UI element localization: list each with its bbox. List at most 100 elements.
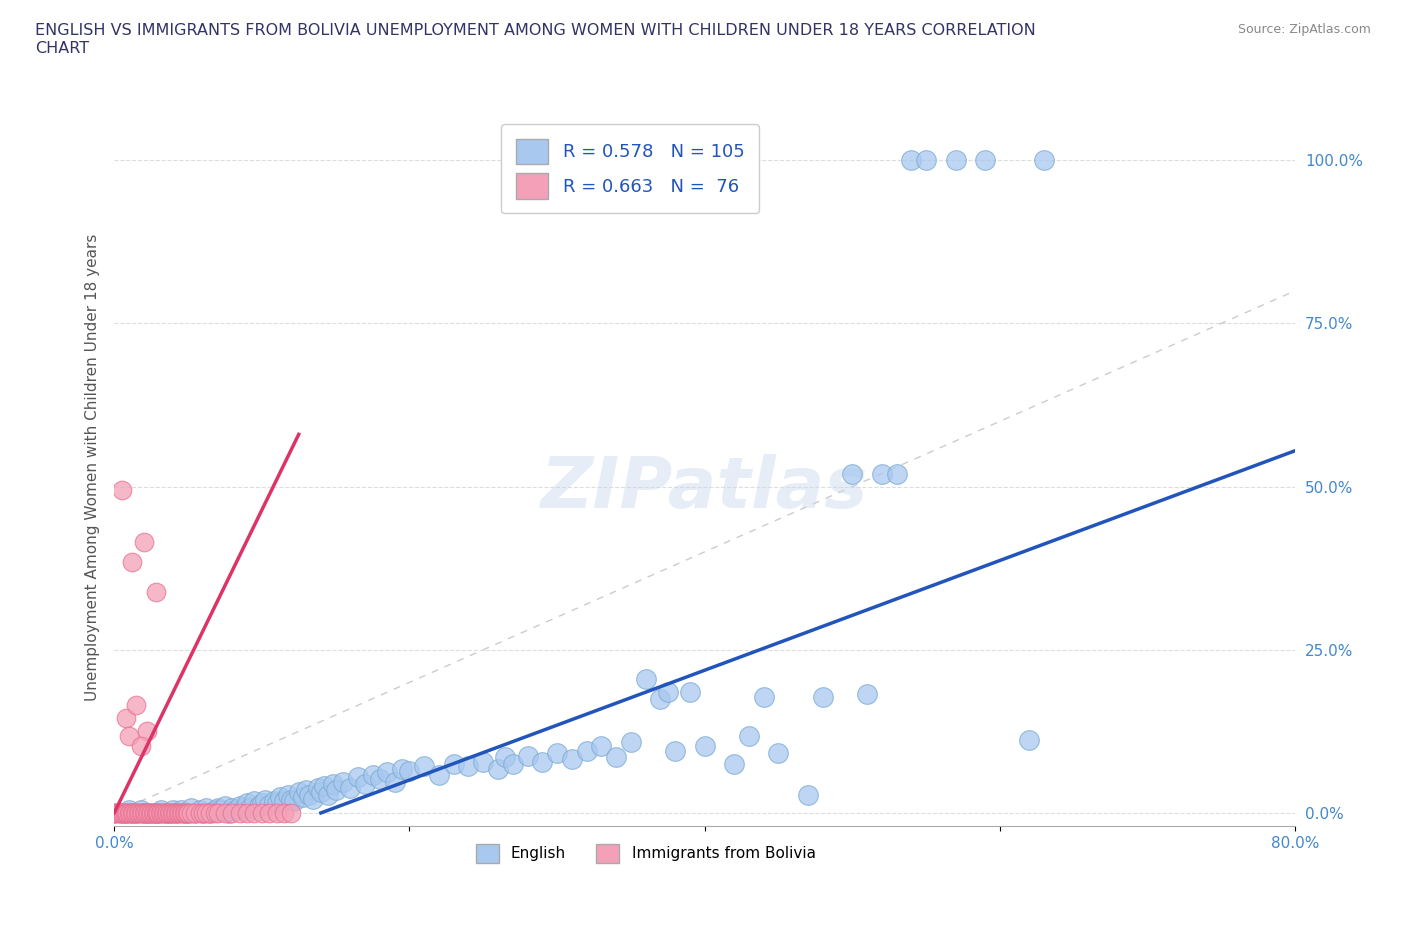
Point xyxy=(172,805,194,820)
Point xyxy=(221,801,243,816)
Point xyxy=(143,805,166,820)
Text: Source: ZipAtlas.com: Source: ZipAtlas.com xyxy=(1237,23,1371,36)
Point xyxy=(145,805,167,820)
Point xyxy=(870,466,893,481)
Point xyxy=(159,805,181,820)
Point xyxy=(634,671,657,686)
Point xyxy=(591,739,613,754)
Point xyxy=(110,805,132,820)
Point xyxy=(124,805,146,820)
Point xyxy=(236,805,259,820)
Point xyxy=(856,686,879,701)
Point xyxy=(945,153,967,167)
Point xyxy=(165,805,187,820)
Point xyxy=(125,805,148,820)
Point xyxy=(184,805,207,820)
Point xyxy=(136,805,159,820)
Point xyxy=(375,765,398,780)
Point xyxy=(105,805,128,820)
Point xyxy=(129,739,152,754)
Point xyxy=(134,805,156,820)
Point xyxy=(160,805,183,820)
Point xyxy=(204,805,226,820)
Point xyxy=(657,684,679,699)
Point xyxy=(277,787,299,802)
Point xyxy=(129,805,152,820)
Point xyxy=(224,803,246,817)
Point xyxy=(150,803,173,817)
Point xyxy=(502,757,524,772)
Point xyxy=(664,743,686,758)
Point xyxy=(214,799,236,814)
Point xyxy=(146,805,169,820)
Point xyxy=(169,805,191,820)
Point xyxy=(443,757,465,772)
Legend: English, Immigrants from Bolivia: English, Immigrants from Bolivia xyxy=(470,838,821,869)
Point xyxy=(693,739,716,754)
Point xyxy=(886,466,908,481)
Point xyxy=(307,780,329,795)
Point xyxy=(218,805,240,820)
Point xyxy=(250,805,273,820)
Point xyxy=(115,711,138,725)
Point xyxy=(283,794,305,809)
Point xyxy=(516,748,538,763)
Point xyxy=(125,805,148,820)
Point xyxy=(280,805,302,820)
Point xyxy=(302,791,325,806)
Point xyxy=(139,805,162,820)
Point xyxy=(138,805,160,820)
Point xyxy=(263,794,285,809)
Point xyxy=(295,783,318,798)
Point xyxy=(974,153,997,167)
Point xyxy=(117,805,139,820)
Point xyxy=(209,803,232,817)
Point xyxy=(221,805,243,820)
Point xyxy=(257,798,280,813)
Point xyxy=(1033,153,1056,167)
Point xyxy=(1018,733,1040,748)
Point xyxy=(198,805,221,820)
Point xyxy=(354,777,377,791)
Text: ENGLISH VS IMMIGRANTS FROM BOLIVIA UNEMPLOYMENT AMONG WOMEN WITH CHILDREN UNDER : ENGLISH VS IMMIGRANTS FROM BOLIVIA UNEMP… xyxy=(35,23,1036,56)
Point xyxy=(156,805,179,820)
Point xyxy=(153,805,176,820)
Point xyxy=(125,698,148,712)
Point xyxy=(312,778,335,793)
Point xyxy=(118,728,141,743)
Point xyxy=(605,750,627,764)
Point xyxy=(207,801,229,816)
Point xyxy=(155,805,177,820)
Point xyxy=(118,803,141,817)
Point xyxy=(679,684,702,699)
Point xyxy=(292,790,315,804)
Point xyxy=(173,805,195,820)
Point xyxy=(273,805,295,820)
Point xyxy=(194,805,217,820)
Point xyxy=(239,801,262,816)
Point xyxy=(122,805,145,820)
Point xyxy=(176,805,198,820)
Point xyxy=(115,805,138,820)
Point xyxy=(132,535,155,550)
Point xyxy=(131,805,153,820)
Point xyxy=(167,805,190,820)
Point xyxy=(159,805,181,820)
Point xyxy=(494,750,516,764)
Point xyxy=(127,805,149,820)
Point xyxy=(322,777,344,791)
Point xyxy=(120,805,142,820)
Point xyxy=(316,787,339,802)
Point xyxy=(114,805,136,820)
Point xyxy=(841,466,863,481)
Point xyxy=(280,792,302,807)
Point xyxy=(266,805,288,820)
Point xyxy=(103,805,125,820)
Point xyxy=(752,689,775,704)
Point xyxy=(118,805,141,820)
Point xyxy=(228,805,250,820)
Point xyxy=(150,805,173,820)
Point xyxy=(191,805,214,820)
Point xyxy=(228,799,250,814)
Point xyxy=(257,805,280,820)
